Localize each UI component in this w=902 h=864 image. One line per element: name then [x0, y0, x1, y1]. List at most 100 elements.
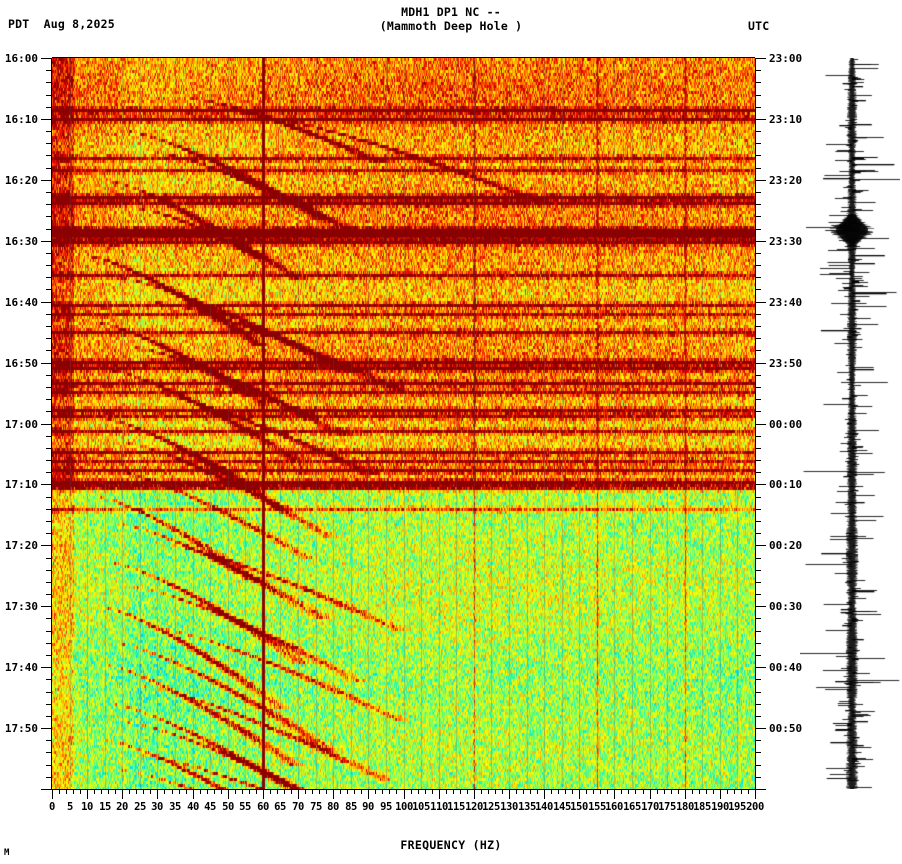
- time-tick-left: [46, 143, 52, 144]
- time-tick-left: [46, 387, 52, 388]
- freq-axis-label: 45: [204, 801, 216, 813]
- time-tick-right: [755, 289, 761, 290]
- plot-frame-bottom: [52, 789, 755, 790]
- freq-axis-label: 30: [151, 801, 163, 813]
- freq-axis-label: 20: [116, 801, 128, 813]
- freq-tick: [467, 790, 468, 794]
- freq-tick: [319, 790, 320, 794]
- time-tick-left: [46, 752, 52, 753]
- freq-axis-label: 185: [693, 801, 711, 813]
- freq-tick: [727, 790, 728, 794]
- freq-axis-label: 195: [728, 801, 746, 813]
- freq-tick: [200, 790, 201, 794]
- frequency-axis-title: FREQUENCY (HZ): [400, 838, 502, 852]
- freq-axis-label: 175: [658, 801, 676, 813]
- time-tick-left: [46, 521, 52, 522]
- time-label-pdt: 16:50: [4, 356, 38, 370]
- time-tick-right: [755, 631, 761, 632]
- header-right-timezone: UTC: [748, 19, 770, 33]
- freq-tick: [635, 790, 636, 794]
- freq-axis-label: 40: [187, 801, 199, 813]
- freq-tick: [347, 790, 348, 794]
- time-tick-right: [755, 509, 761, 510]
- freq-tick: [741, 790, 742, 794]
- time-label-utc: 23:30: [769, 234, 803, 248]
- freq-tick: [685, 790, 686, 799]
- freq-axis-label: 50: [222, 801, 234, 813]
- time-tick-left: [41, 302, 52, 303]
- time-tick-left: [41, 728, 52, 729]
- time-tick-left: [46, 460, 52, 461]
- time-tick-right: [755, 82, 761, 83]
- time-tick-right: [755, 58, 766, 59]
- freq-tick: [432, 790, 433, 794]
- time-tick-left: [46, 777, 52, 778]
- freq-tick: [52, 790, 53, 799]
- freq-tick: [242, 790, 243, 794]
- time-tick-right: [755, 180, 766, 181]
- freq-tick: [101, 790, 102, 794]
- freq-tick: [488, 790, 489, 794]
- freq-axis-label: 145: [553, 801, 571, 813]
- freq-tick: [586, 790, 587, 794]
- freq-axis-label: 105: [412, 801, 430, 813]
- time-tick-left: [46, 253, 52, 254]
- freq-axis-label: 165: [623, 801, 641, 813]
- freq-tick: [446, 790, 447, 794]
- time-label-utc: 00:50: [769, 722, 803, 736]
- freq-tick: [361, 790, 362, 794]
- time-tick-left: [41, 119, 52, 120]
- time-tick-left: [46, 436, 52, 437]
- time-label-utc: 23:20: [769, 173, 803, 187]
- time-tick-right: [755, 302, 766, 303]
- time-tick-right: [755, 119, 766, 120]
- time-tick-left: [46, 229, 52, 230]
- time-tick-left: [41, 180, 52, 181]
- freq-tick: [375, 790, 376, 794]
- freq-tick: [495, 790, 496, 794]
- time-tick-right: [755, 740, 761, 741]
- time-tick-right: [755, 545, 766, 546]
- time-tick-left: [46, 497, 52, 498]
- freq-tick: [551, 790, 552, 794]
- freq-tick: [333, 790, 334, 799]
- helicorder-trace-canvas: [800, 58, 900, 789]
- plot-frame-top: [52, 57, 755, 58]
- time-label-utc: 00:20: [769, 539, 803, 553]
- freq-tick: [87, 790, 88, 799]
- freq-axis-label: 200: [746, 801, 764, 813]
- time-tick-right: [755, 229, 761, 230]
- time-label-pdt: 17:20: [4, 539, 38, 553]
- time-tick-left: [46, 472, 52, 473]
- freq-tick: [425, 790, 426, 794]
- freq-tick: [404, 790, 405, 799]
- freq-tick: [256, 790, 257, 794]
- time-tick-left: [46, 314, 52, 315]
- freq-tick: [607, 790, 608, 794]
- time-label-pdt: 16:00: [4, 52, 38, 65]
- time-tick-left: [41, 545, 52, 546]
- time-tick-left: [41, 58, 52, 59]
- freq-axis-label: 170: [641, 801, 659, 813]
- time-label-utc: 00:40: [769, 661, 803, 675]
- time-tick-right: [755, 497, 761, 498]
- freq-tick: [115, 790, 116, 794]
- time-tick-left: [41, 606, 52, 607]
- freq-tick: [368, 790, 369, 799]
- time-tick-left: [41, 241, 52, 242]
- time-tick-right: [755, 95, 761, 96]
- time-tick-right: [755, 350, 761, 351]
- corner-marker: M: [4, 848, 10, 858]
- freq-tick: [439, 790, 440, 799]
- time-tick-right: [755, 155, 761, 156]
- freq-tick: [129, 790, 130, 794]
- time-tick-right: [755, 594, 761, 595]
- time-tick-left: [46, 350, 52, 351]
- time-tick-right: [755, 618, 761, 619]
- time-tick-left: [41, 424, 52, 425]
- time-tick-left: [46, 704, 52, 705]
- freq-tick: [164, 790, 165, 794]
- freq-tick: [453, 790, 454, 794]
- time-tick-left: [46, 192, 52, 193]
- freq-tick: [481, 790, 482, 794]
